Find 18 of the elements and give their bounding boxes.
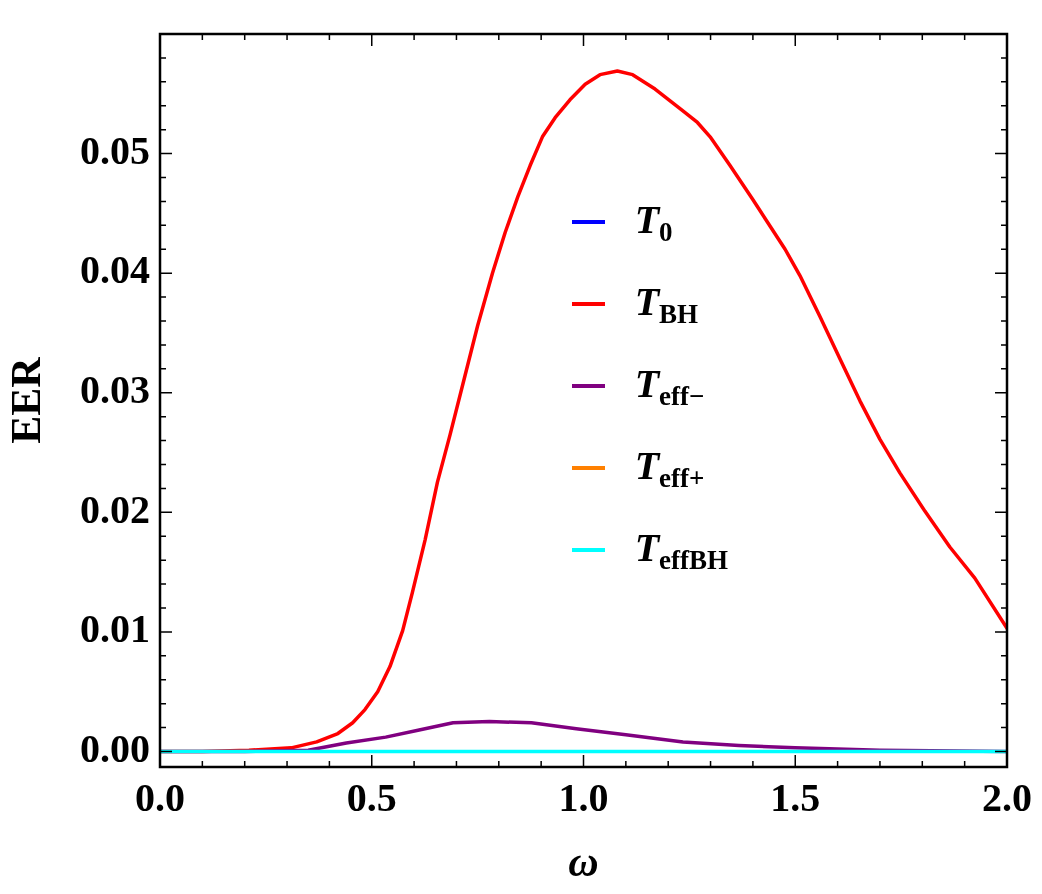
x-axis-title: ω: [568, 838, 599, 885]
y-tick-label: 0.04: [80, 247, 150, 293]
legend-label: T$_{effBH}$: [634, 524, 729, 575]
legend-label: T$_{eff+}$: [634, 442, 705, 493]
y-axis-title: EER: [3, 356, 50, 444]
x-tick-label: 1.0: [558, 775, 609, 821]
x-tick-label: 0.0: [135, 775, 185, 821]
legend-label: T$_{0}$: [634, 196, 673, 247]
y-tick-label: 0.00: [80, 725, 150, 771]
x-tick-label: 1.5: [770, 775, 821, 821]
legend-label: T$_{BH}$: [634, 278, 699, 329]
y-tick-label: 0.01: [80, 606, 150, 652]
y-tick-label: 0.02: [80, 486, 150, 532]
x-tick-label: 0.5: [346, 775, 397, 821]
y-tick-label: 0.05: [80, 127, 150, 173]
x-tick-label: 2.0: [982, 775, 1032, 821]
legend-label: T$_{eff−}$: [634, 360, 705, 411]
y-tick-label: 0.03: [80, 367, 150, 413]
